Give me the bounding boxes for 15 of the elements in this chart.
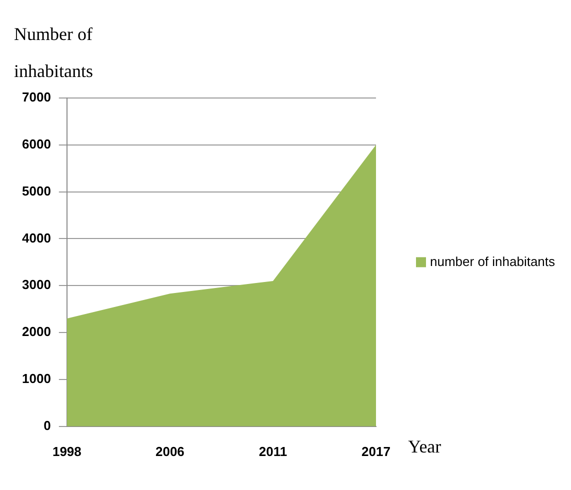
- y-tick-label: 4000: [22, 230, 51, 246]
- x-tick-label: 2006: [155, 444, 184, 459]
- y-axis-title: Number of inhabitants: [14, 24, 93, 81]
- y-tick-label: 6000: [22, 136, 51, 152]
- y-tick-label: 0: [44, 418, 51, 433]
- y-tick-label: 7000: [22, 90, 51, 105]
- x-axis-title: Year: [408, 436, 442, 456]
- y-tick-label: 3000: [22, 277, 51, 292]
- y-tick-label: 2000: [22, 324, 51, 340]
- x-tick-label: 2011: [258, 444, 288, 459]
- x-tick-label: 2017: [362, 444, 390, 459]
- y-tick-label: 5000: [22, 183, 51, 198]
- y-tick-label: 1000: [22, 371, 51, 386]
- legend-label: number of inhabitants: [430, 254, 556, 269]
- x-tick-label: 1998: [52, 444, 82, 459]
